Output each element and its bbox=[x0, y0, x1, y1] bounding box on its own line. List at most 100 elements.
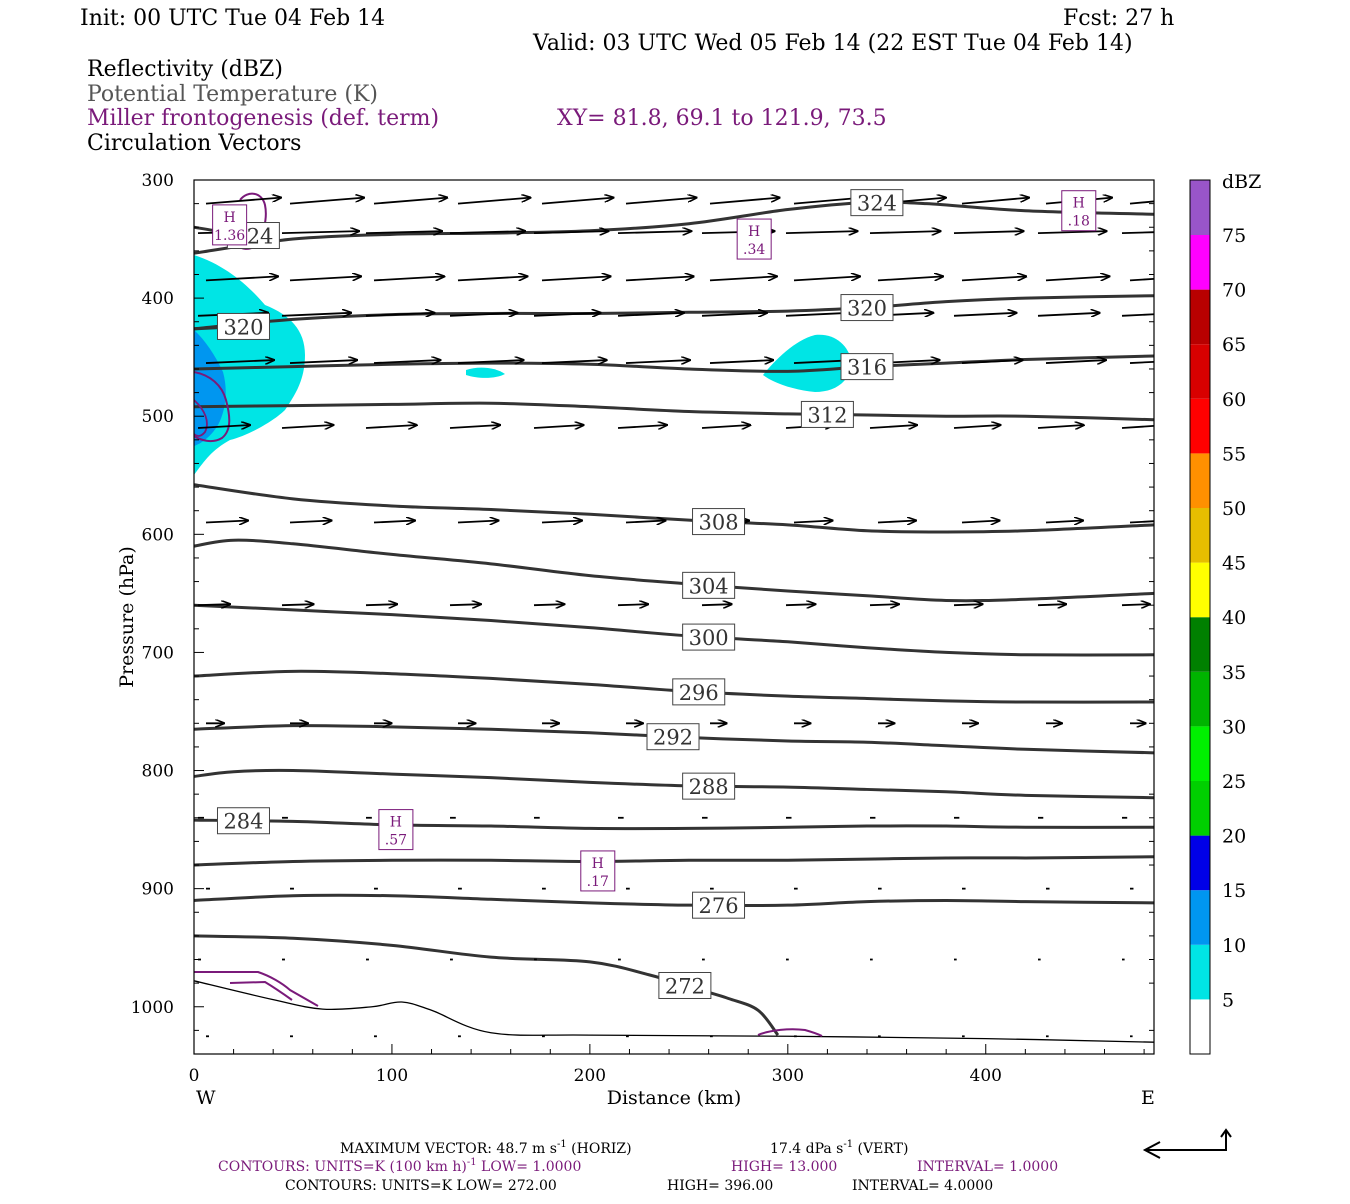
circulation-vector bbox=[205, 198, 281, 205]
x-tick-label: 200 bbox=[574, 1066, 606, 1086]
theta-contour bbox=[194, 893, 1154, 908]
fronto-contour-surface bbox=[757, 1028, 823, 1037]
fronto-max-label: H bbox=[390, 815, 402, 831]
contour-label-box bbox=[840, 294, 894, 322]
fronto-max-box bbox=[1061, 190, 1097, 232]
circulation-vector bbox=[365, 231, 442, 233]
fronto-max-box bbox=[378, 809, 414, 851]
circulation-vector bbox=[1121, 313, 1154, 317]
contour-label: 312 bbox=[807, 403, 847, 427]
colorbar-bin bbox=[1190, 289, 1210, 345]
theta-contour bbox=[194, 818, 1154, 831]
contour-label: 284 bbox=[223, 810, 263, 834]
field-potential-temperature: Potential Temperature (K) bbox=[87, 82, 378, 107]
reflectivity-5dbz-small bbox=[466, 367, 505, 378]
colorbar-bin bbox=[1190, 726, 1210, 781]
y-tick-label: 1000 bbox=[131, 998, 174, 1018]
contour-label-box bbox=[658, 971, 712, 999]
contour-label: 292 bbox=[653, 726, 693, 750]
fronto-max-box bbox=[212, 204, 248, 246]
y-tick-label: 300 bbox=[142, 171, 174, 191]
circulation-vector bbox=[1121, 231, 1154, 235]
plot-frame bbox=[193, 179, 1155, 1055]
fronto-max-box bbox=[736, 218, 772, 260]
reflectivity-colorbar: 5 10 15 20 25 30 35 40 45 50 55 60 65 70 75 bbox=[1189, 179, 1246, 1055]
circulation-vector bbox=[457, 521, 498, 523]
contour-label: 320 bbox=[223, 315, 263, 339]
frontogenesis-maxima: H 1.36 H .34 H .18 H .57 H .17 bbox=[212, 190, 1097, 892]
x-tick-label: 100 bbox=[376, 1066, 408, 1086]
circulation-vector bbox=[701, 313, 767, 316]
colorbar-bin bbox=[1190, 781, 1210, 836]
fronto-contour-mid-inner bbox=[194, 399, 208, 437]
circulation-vector bbox=[365, 604, 397, 605]
colorbar-level-label: 70 bbox=[1222, 280, 1246, 302]
circulation-vector bbox=[961, 276, 1026, 282]
circulation-vector bbox=[197, 604, 230, 605]
circulation-vector bbox=[449, 231, 525, 233]
fronto-contour-high: HIGH= 13.000 bbox=[731, 1159, 837, 1175]
colorbar-bin bbox=[1190, 890, 1210, 945]
contour-label-box bbox=[850, 189, 904, 217]
circulation-vector bbox=[281, 604, 314, 605]
fronto-max-value: .57 bbox=[385, 833, 407, 849]
colorbar-bin bbox=[1190, 562, 1210, 618]
circulation-vector bbox=[457, 276, 527, 282]
colorbar-level-label: 75 bbox=[1222, 225, 1246, 247]
terrain-line bbox=[194, 980, 1154, 1043]
axes: 0 100 200 300 400 300 400 500 600 700 800 900 1000 bbox=[131, 171, 1154, 1086]
reflectivity-shading bbox=[194, 255, 852, 475]
colorbar-bin bbox=[1190, 508, 1210, 563]
circulation-vector bbox=[961, 521, 999, 523]
circulation-vector bbox=[205, 521, 248, 523]
circulation-vector bbox=[281, 425, 333, 428]
theta-contour-info: CONTOURS: UNITS=K LOW= 272.00 bbox=[285, 1178, 557, 1194]
theta-contour bbox=[194, 354, 1154, 373]
colorbar-bin bbox=[1190, 944, 1210, 1000]
fronto-contour-info: CONTOURS: UNITS=K (100 km h)-1 LOW= 1.00… bbox=[218, 1157, 581, 1175]
circulation-vectors bbox=[197, 198, 1154, 1038]
colorbar-bin bbox=[1190, 344, 1210, 399]
circulation-vector bbox=[541, 276, 611, 282]
circulation-vector bbox=[289, 276, 361, 282]
circulation-vector bbox=[961, 360, 1023, 363]
circulation-vector bbox=[617, 231, 691, 233]
colorbar-level-label: 25 bbox=[1222, 771, 1246, 793]
circulation-vector bbox=[289, 198, 364, 205]
colorbar-bin bbox=[1190, 180, 1210, 235]
fronto-contour-mid bbox=[194, 371, 231, 443]
contour-label-box bbox=[682, 623, 736, 651]
plot-area: 3243243203203163123083043002962922882842… bbox=[194, 189, 1154, 1043]
colorbar-level-label: 35 bbox=[1222, 662, 1246, 684]
circulation-vector bbox=[869, 604, 899, 605]
east-label: E bbox=[1141, 1087, 1155, 1109]
reflectivity-10dbz-west bbox=[194, 330, 226, 446]
colorbar-level-label: 30 bbox=[1222, 716, 1246, 738]
circulation-vector bbox=[365, 313, 434, 316]
contour-label: 276 bbox=[698, 894, 738, 918]
y-tick-label: 400 bbox=[142, 289, 174, 309]
circulation-vector bbox=[373, 521, 415, 523]
theta-contour bbox=[194, 294, 1154, 331]
contour-label: 272 bbox=[665, 974, 705, 998]
field-reflectivity: Reflectivity (dBZ) bbox=[87, 57, 283, 82]
fronto-max-label: H bbox=[592, 856, 604, 872]
colorbar-level-label: 65 bbox=[1222, 334, 1246, 356]
circulation-vector bbox=[281, 231, 359, 233]
contour-label: 316 bbox=[847, 356, 887, 380]
contour-label: 296 bbox=[679, 681, 719, 705]
circulation-vector bbox=[289, 360, 357, 363]
circulation-vector bbox=[877, 521, 916, 523]
circulation-vector bbox=[1045, 360, 1106, 363]
colorbar-bin bbox=[1190, 398, 1210, 454]
colorbar-bin bbox=[1190, 453, 1210, 508]
forecast-hour: Fcst: 27 h bbox=[1063, 6, 1174, 31]
cross-section-endpoints: XY= 81.8, 69.1 to 121.9, 73.5 bbox=[557, 106, 887, 131]
contour-label: 324 bbox=[857, 192, 897, 216]
circulation-vector bbox=[785, 313, 850, 316]
circulation-vector bbox=[1129, 360, 1154, 364]
colorbar-level-label: 5 bbox=[1222, 989, 1234, 1011]
circulation-vector bbox=[533, 313, 601, 316]
